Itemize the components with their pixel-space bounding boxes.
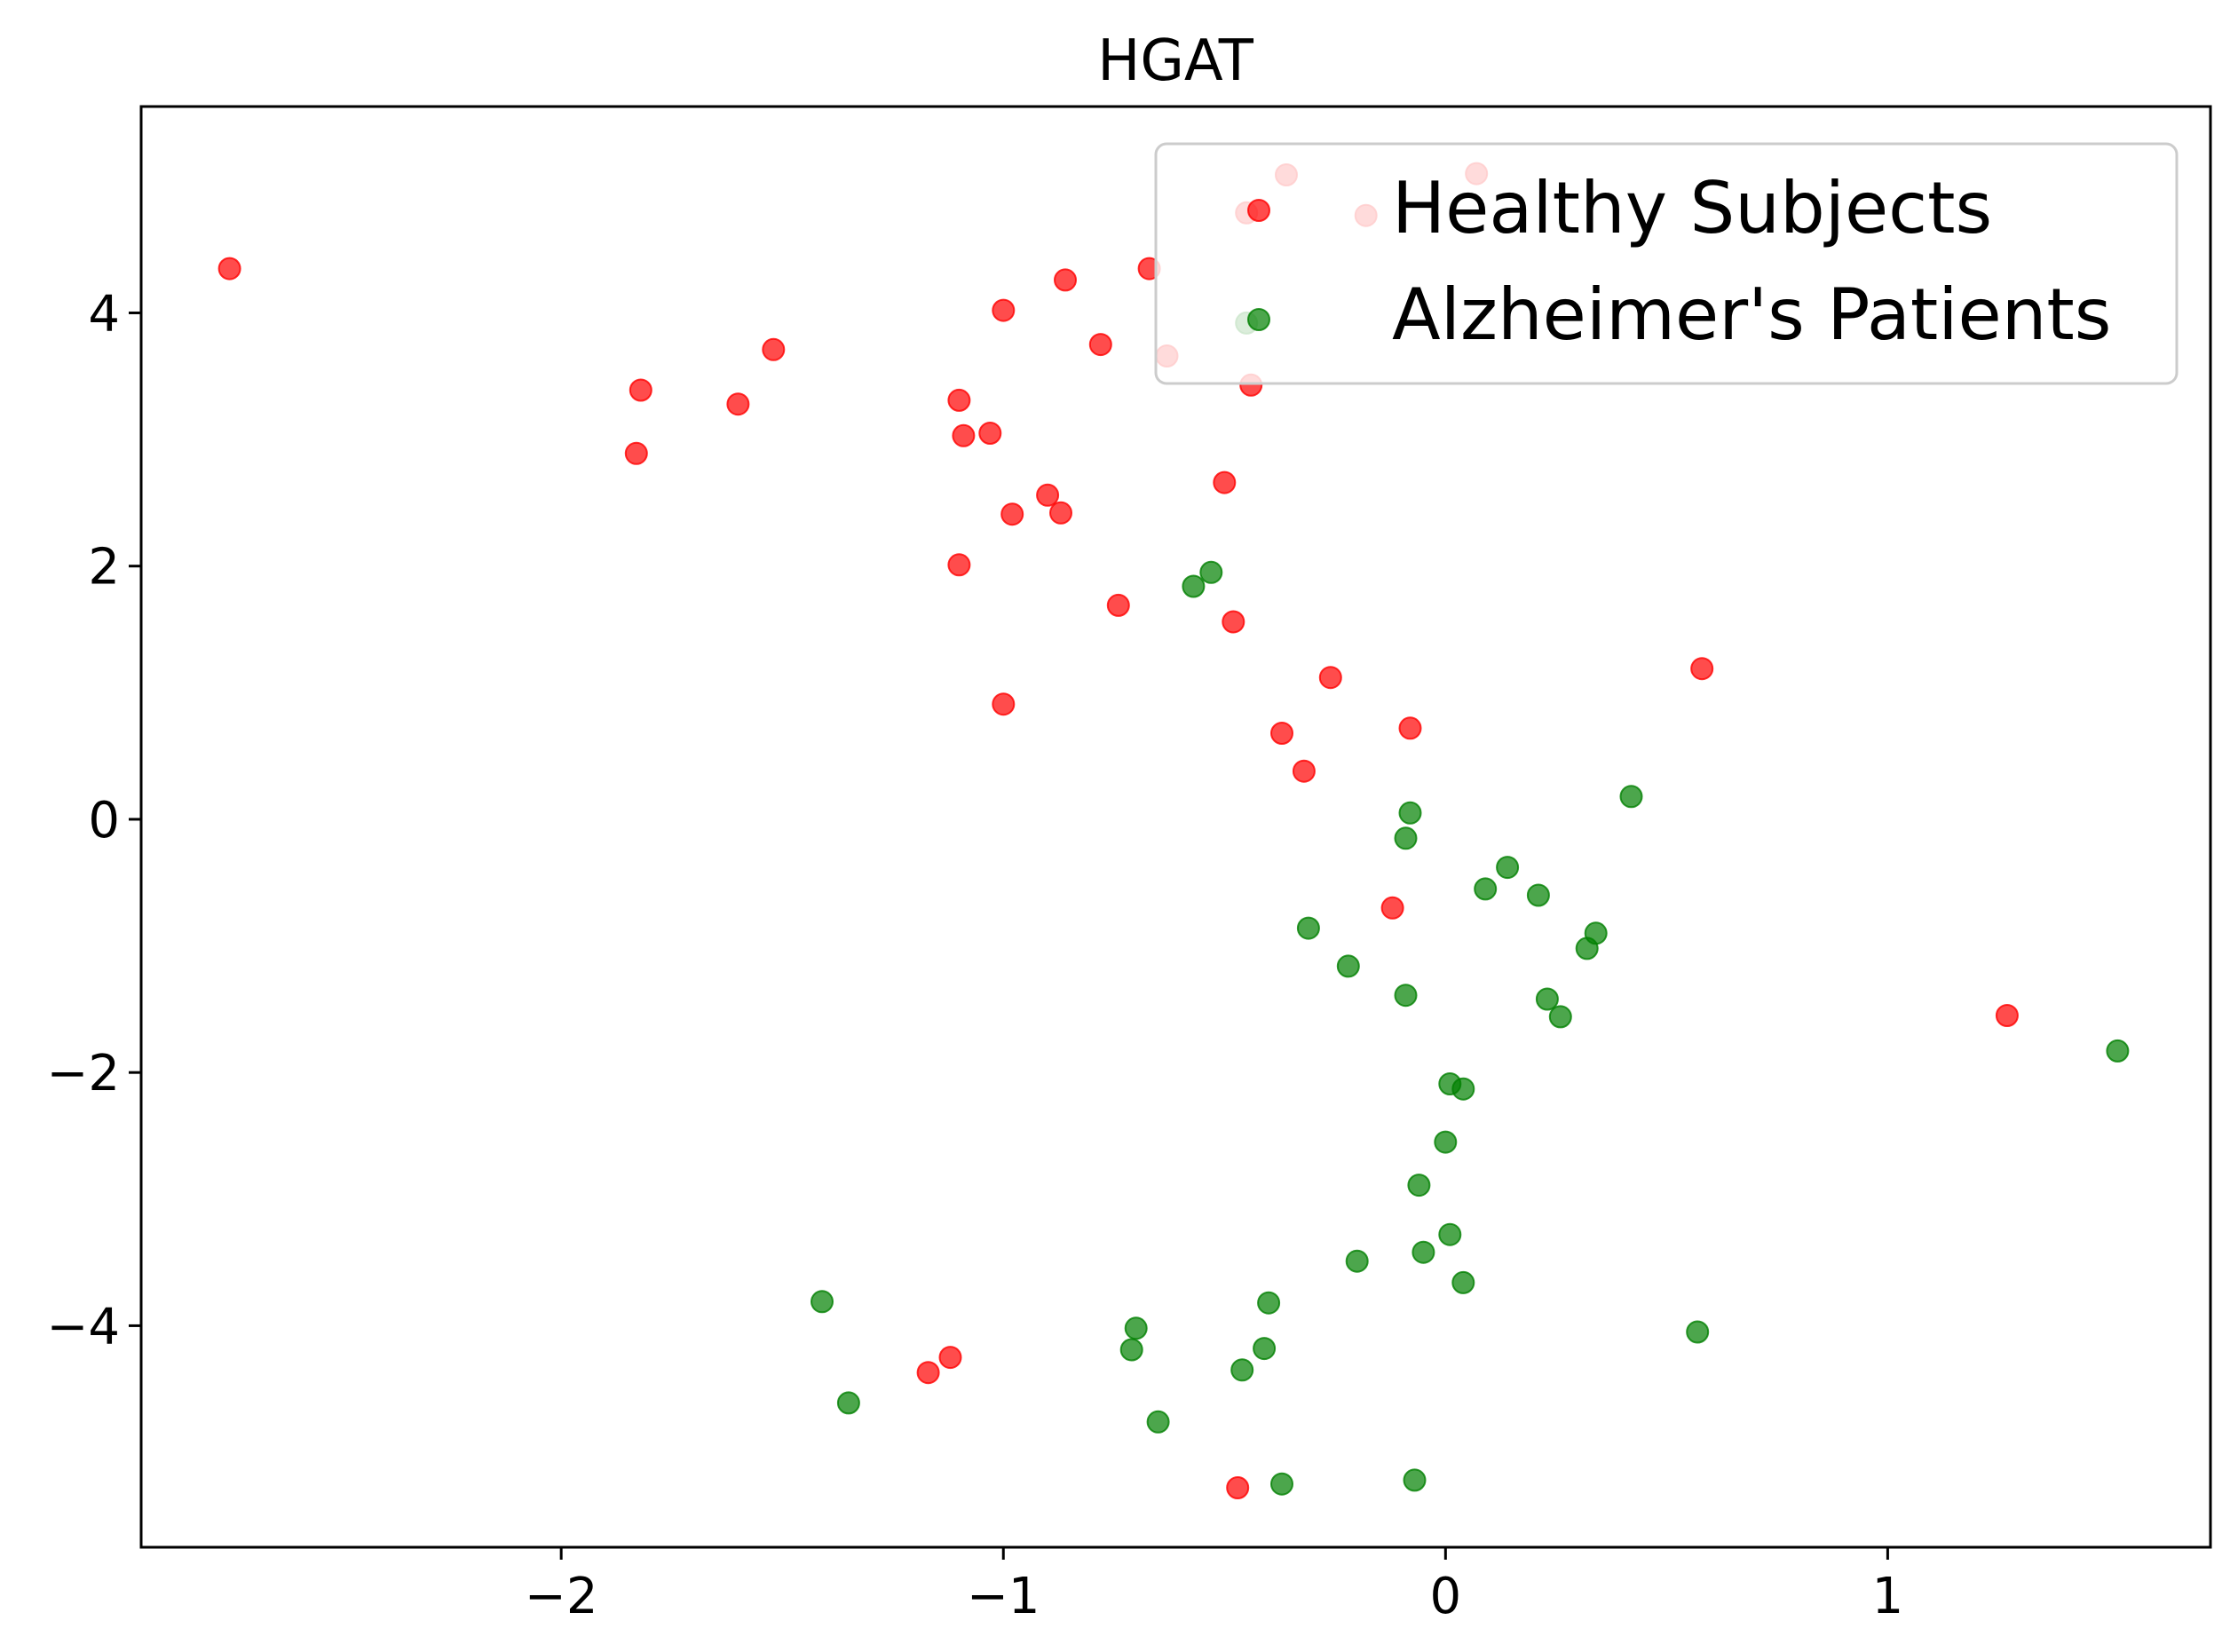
alzheimers-point bbox=[1619, 785, 1643, 809]
healthy-point bbox=[1690, 657, 1714, 681]
healthy-point bbox=[217, 257, 241, 281]
healthy-point bbox=[1000, 502, 1024, 526]
healthy-point bbox=[947, 388, 971, 412]
plot-frame bbox=[139, 105, 2212, 1549]
alzheimers-point bbox=[1253, 1337, 1277, 1361]
healthy-point bbox=[1226, 1476, 1250, 1499]
healthy-point bbox=[1106, 593, 1130, 617]
x-tick-label: −2 bbox=[525, 1568, 598, 1625]
healthy-point bbox=[1036, 483, 1060, 507]
alzheimers-point bbox=[1398, 801, 1422, 825]
healthy-point bbox=[992, 298, 1016, 322]
alzheimers-point bbox=[1199, 560, 1223, 584]
alzheimers-point bbox=[1270, 1472, 1293, 1496]
healthy-point bbox=[1292, 759, 1316, 783]
x-tick-label: 1 bbox=[1872, 1568, 1904, 1625]
alzheimers-point bbox=[1412, 1240, 1435, 1264]
alzheimers-point bbox=[1535, 987, 1559, 1011]
legend-label-healthy: Healthy Subjects bbox=[1392, 167, 1992, 249]
healthy-point bbox=[992, 692, 1016, 716]
healthy-point bbox=[1213, 470, 1237, 494]
legend-label-alzheimers: Alzheimer's Patients bbox=[1392, 273, 2111, 356]
alzheimers-point bbox=[1474, 877, 1498, 901]
healthy-point bbox=[1995, 1004, 2019, 1027]
alzheimers-point bbox=[1434, 1130, 1458, 1154]
healthy-point bbox=[952, 423, 976, 447]
healthy-point bbox=[947, 553, 971, 577]
y-tick-label: −2 bbox=[46, 1045, 120, 1103]
chart-title: HGAT bbox=[1097, 28, 1254, 94]
healthy-point bbox=[1318, 666, 1342, 690]
healthy-point bbox=[916, 1361, 940, 1385]
alzheimers-point bbox=[1403, 1468, 1427, 1492]
alzheimers-point bbox=[811, 1290, 834, 1314]
healthy-point bbox=[978, 422, 1002, 445]
alzheimers-point bbox=[2106, 1039, 2130, 1063]
alzheimers-point bbox=[1438, 1222, 1462, 1246]
legend-box bbox=[1154, 142, 2179, 385]
alzheimers-point bbox=[1496, 856, 1520, 880]
legend: Healthy Subjects Alzheimer's Patients bbox=[1154, 142, 2179, 385]
alzheimers-point bbox=[1257, 1291, 1281, 1315]
alzheimers-point bbox=[1394, 984, 1418, 1008]
healthy-point bbox=[1398, 716, 1422, 740]
healthy-point bbox=[762, 337, 786, 361]
alzheimers-point bbox=[1451, 1077, 1475, 1101]
alzheimers-point bbox=[1146, 1410, 1170, 1434]
healthy-point bbox=[1270, 722, 1293, 745]
alzheimers-point bbox=[1584, 921, 1608, 945]
healthy-point bbox=[1088, 333, 1112, 357]
alzheimers-point bbox=[1394, 826, 1418, 850]
legend-marker-healthy bbox=[1247, 199, 1270, 222]
alzheimers-point bbox=[1526, 883, 1550, 907]
alzheimers-point bbox=[1230, 1358, 1254, 1382]
alzheimers-point bbox=[1686, 1320, 1710, 1344]
healthy-point bbox=[1054, 268, 1077, 292]
healthy-point bbox=[624, 441, 648, 465]
y-tick-label: −4 bbox=[46, 1298, 120, 1356]
legend-marker-alzheimers bbox=[1247, 308, 1270, 331]
alzheimers-point bbox=[836, 1391, 860, 1415]
healthy-point bbox=[629, 378, 652, 402]
alzheimers-point bbox=[1336, 954, 1360, 978]
healthy-point bbox=[1049, 501, 1072, 525]
y-tick-label: 2 bbox=[88, 539, 120, 597]
healthy-point bbox=[938, 1346, 962, 1370]
x-tick-label: −1 bbox=[967, 1568, 1040, 1625]
alzheimers-point bbox=[1451, 1270, 1475, 1294]
alzheimers-point bbox=[1548, 1005, 1572, 1029]
y-tick-label: 0 bbox=[88, 792, 120, 850]
alzheimers-point bbox=[1296, 916, 1320, 940]
alzheimers-point bbox=[1345, 1249, 1369, 1273]
x-tick-label: 0 bbox=[1430, 1568, 1462, 1625]
healthy-point bbox=[726, 392, 750, 416]
alzheimers-point bbox=[1182, 574, 1206, 598]
alzheimers-point bbox=[1119, 1338, 1143, 1362]
healthy-point bbox=[1380, 896, 1404, 920]
healthy-point bbox=[1222, 610, 1245, 634]
alzheimers-point bbox=[1407, 1174, 1431, 1198]
alzheimers-point bbox=[1124, 1316, 1148, 1340]
y-tick-label: 4 bbox=[88, 285, 120, 343]
points-layer bbox=[217, 162, 2130, 1499]
axis-ticks: −2 −1 0 1 −4 −2 0 2 4 bbox=[46, 285, 1903, 1625]
